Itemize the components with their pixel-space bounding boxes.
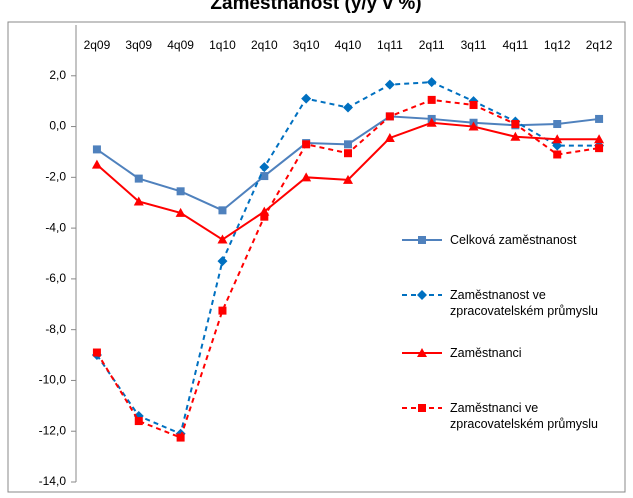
marker: [301, 93, 312, 104]
x-tick-label: 3q11: [461, 38, 487, 52]
y-tick-label: -14,0: [39, 474, 67, 488]
chart-title: Zaměstnanost (y/y v %): [210, 0, 421, 14]
legend-item: Zaměstnanci: [400, 345, 620, 361]
marker: [260, 212, 269, 221]
legend-swatch: [402, 290, 442, 300]
marker: [259, 162, 270, 173]
x-tick-label: 2q09: [84, 38, 111, 52]
legend-label: Celková zaměstnanost: [450, 233, 577, 247]
y-tick-label: 0,0: [49, 119, 66, 133]
marker: [552, 134, 563, 144]
marker: [344, 149, 352, 158]
marker: [176, 433, 185, 442]
marker: [426, 77, 437, 88]
marker: [594, 134, 605, 144]
y-tick-label: -12,0: [39, 423, 67, 437]
legend-swatch: [402, 348, 442, 357]
marker: [511, 120, 520, 129]
marker: [133, 196, 144, 206]
marker: [595, 144, 604, 153]
marker: [134, 174, 143, 183]
marker: [385, 112, 394, 121]
legend-item: Zaměstnanci ve zpracovatelském průmyslu: [400, 400, 620, 432]
marker: [417, 290, 427, 300]
marker: [175, 207, 186, 217]
y-tick-label: -4,0: [45, 220, 66, 234]
x-tick-label: 4q09: [167, 38, 194, 52]
marker: [510, 131, 521, 141]
marker: [469, 100, 478, 109]
marker: [384, 79, 395, 90]
legend-label: Zaměstnanci: [450, 346, 522, 360]
marker: [553, 120, 562, 129]
marker: [176, 187, 185, 196]
legend-item: Zaměstnanost ve zpracovatelském průmyslu: [400, 287, 620, 319]
marker: [91, 159, 102, 169]
marker: [553, 150, 562, 159]
x-tick-label: 1q10: [209, 38, 236, 52]
x-tick-label: 3q09: [125, 38, 152, 52]
marker: [260, 172, 269, 181]
marker: [218, 206, 227, 215]
marker: [343, 102, 353, 113]
marker: [418, 404, 426, 412]
x-tick-label: 1q12: [544, 38, 571, 52]
legend-label: Zaměstnanci ve zpracovatelském průmyslu: [450, 401, 598, 431]
y-tick-label: -8,0: [45, 322, 66, 336]
marker: [302, 140, 311, 149]
x-tick-label: 2q12: [586, 38, 613, 52]
series-line: [96, 81, 600, 436]
marker: [343, 174, 353, 184]
marker: [217, 234, 228, 244]
x-tick-label: 1q11: [377, 38, 403, 52]
marker: [417, 348, 427, 357]
y-tick-label: -10,0: [39, 373, 67, 387]
marker: [468, 121, 479, 131]
marker: [92, 348, 101, 357]
legend-item: Celková zaměstnanost: [400, 232, 620, 248]
y-tick-label: -6,0: [45, 271, 66, 285]
marker: [301, 172, 312, 182]
legend-swatch: [402, 404, 442, 412]
marker: [384, 132, 395, 142]
x-tick-label: 4q11: [502, 38, 528, 52]
marker: [426, 117, 437, 127]
marker: [344, 140, 352, 149]
marker: [217, 256, 228, 267]
marker: [427, 95, 436, 104]
marker: [595, 114, 604, 123]
x-tick-label: 2q10: [251, 38, 278, 52]
chart-frame: [7, 21, 626, 493]
legend-label: Zaměstnanost ve zpracovatelském průmyslu: [450, 288, 598, 318]
marker: [218, 306, 227, 315]
y-tick-label: 2,0: [49, 68, 66, 82]
x-tick-label: 3q10: [293, 38, 320, 52]
x-tick-label: 2q11: [419, 38, 445, 52]
marker: [92, 145, 101, 154]
marker: [418, 236, 426, 244]
x-tick-label: 4q10: [335, 38, 362, 52]
marker: [134, 417, 143, 426]
legend-swatch: [402, 236, 442, 244]
y-tick-label: -2,0: [45, 170, 66, 184]
